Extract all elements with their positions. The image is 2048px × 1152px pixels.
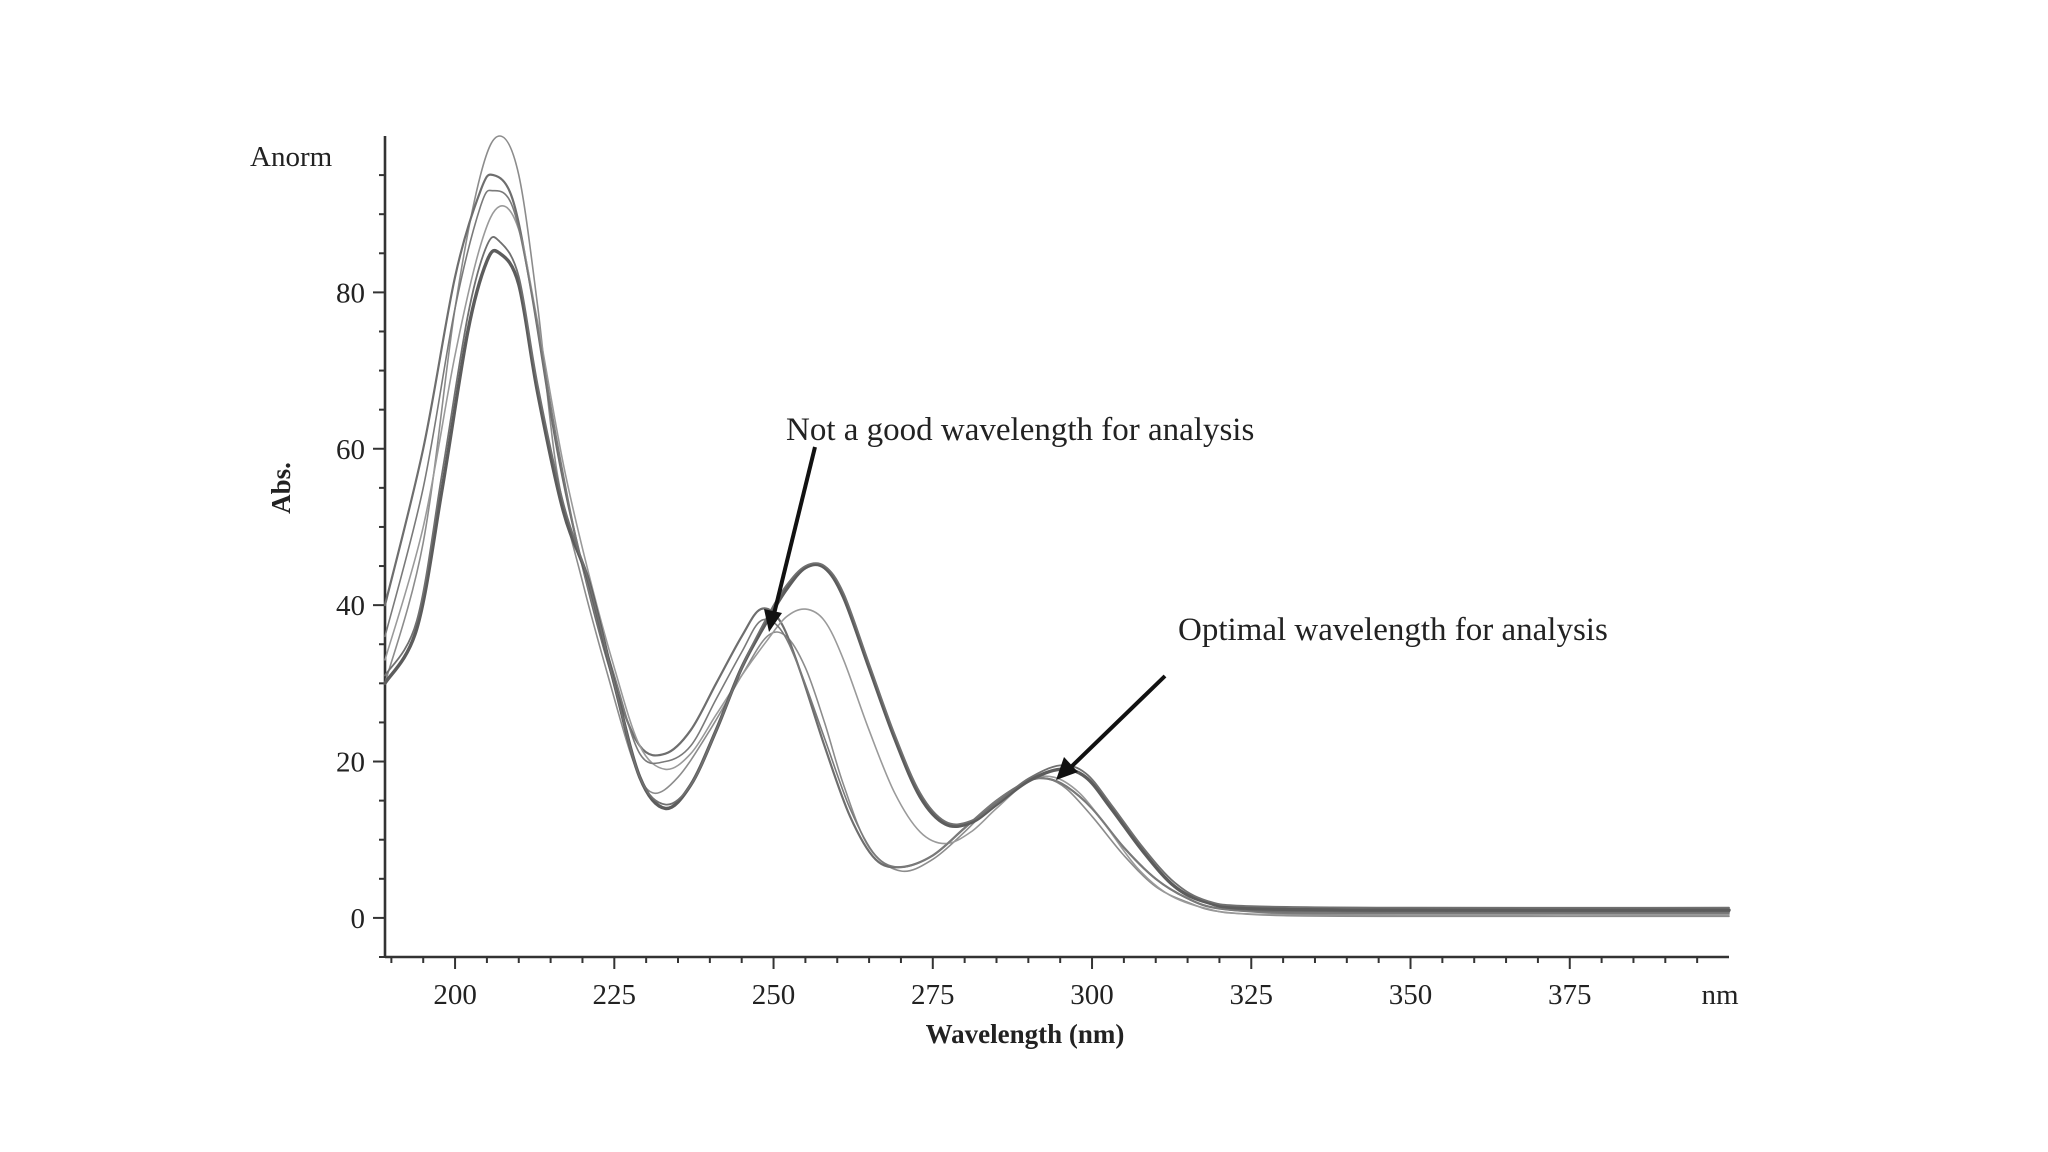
annotation-not-good: Not a good wavelength for analysis [764, 412, 1254, 632]
series-line-6 [384, 236, 1730, 909]
y-tick-label: 20 [336, 747, 365, 779]
x-tick-label: 375 [1548, 979, 1592, 1011]
y-tick-label: 0 [351, 903, 366, 935]
x-tick-label: 350 [1389, 979, 1433, 1011]
x-tick-label: 200 [433, 979, 477, 1011]
annotation-not-good-arrow [772, 446, 817, 615]
x-tick-label: 250 [752, 979, 796, 1011]
annotation-optimal-arrowhead [1056, 757, 1078, 780]
x-tick-label: 275 [911, 979, 955, 1011]
series-line-3 [384, 205, 1730, 916]
y-tick-label: 60 [336, 434, 365, 466]
annotation-not-good-arrowhead [764, 609, 782, 632]
x-tick-label: 225 [593, 979, 637, 1011]
series-line-1 [384, 135, 1730, 918]
x-axis-title: Wavelength (nm) [926, 1019, 1125, 1049]
annotation-optimal-text: Optimal wavelength for analysis [1178, 612, 1608, 648]
y-tick-label: 80 [336, 277, 365, 309]
axis-ticks: 200 225 250 275 300 325 350 375 0 20 40 60 80 [336, 174, 1699, 1011]
annotation-optimal: Optimal wavelength for analysis [1056, 612, 1608, 780]
x-tick-label: 300 [1070, 979, 1114, 1011]
series-lines [383, 135, 1731, 918]
x-tick-label: 325 [1230, 979, 1274, 1011]
series-line-2 [383, 173, 1731, 913]
annotation-optimal-arrow [1068, 674, 1167, 770]
y-axis-title: Abs. [266, 462, 296, 514]
y-unit-label: Anorm [250, 141, 333, 173]
y-tick-label: 40 [336, 590, 365, 622]
series-line-4 [384, 189, 1730, 915]
annotation-not-good-text: Not a good wavelength for analysis [786, 412, 1254, 448]
x-unit-label: nm [1701, 979, 1739, 1011]
series-line-5 [383, 248, 1731, 912]
